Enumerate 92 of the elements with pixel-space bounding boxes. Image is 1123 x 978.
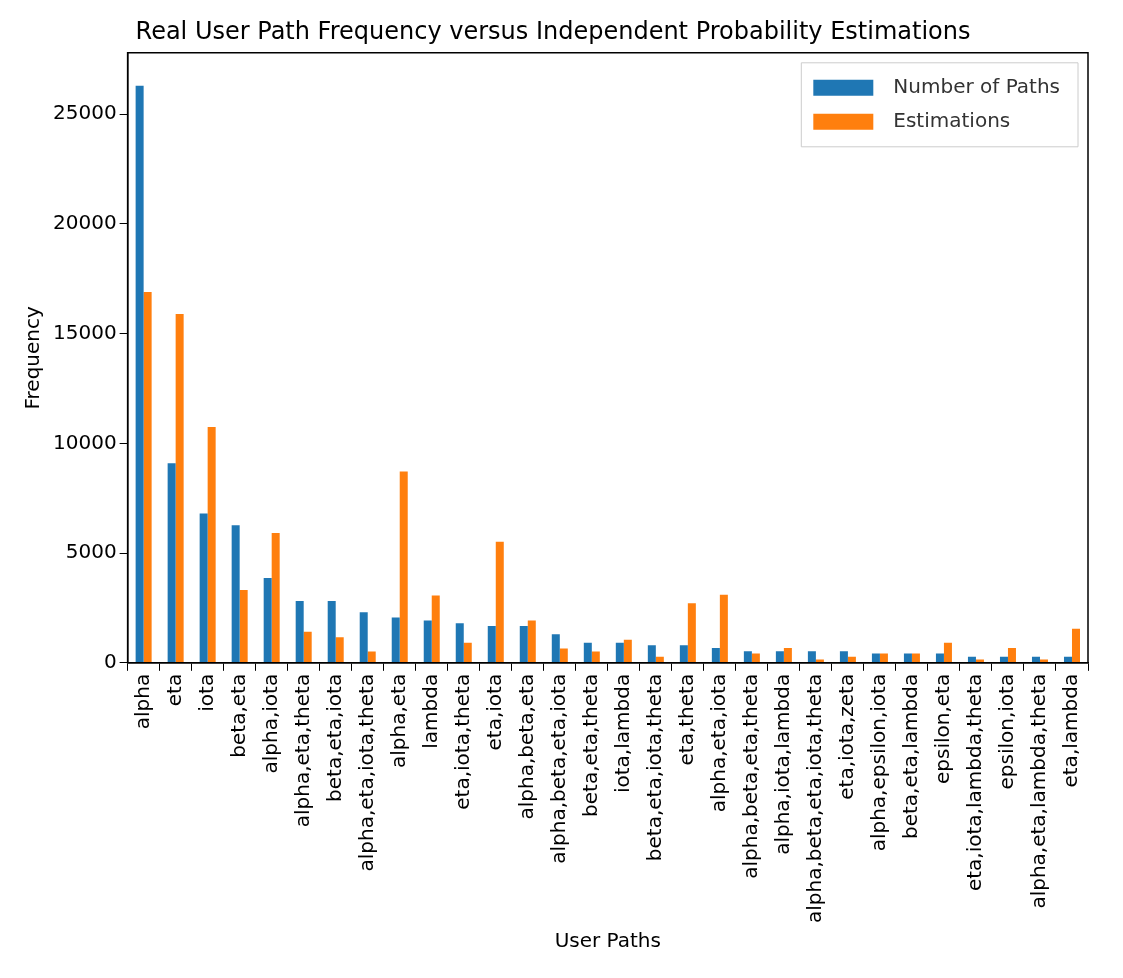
bar	[615, 642, 624, 663]
x-tick-label: alpha,beta,eta,iota,theta	[802, 673, 827, 924]
bar	[271, 532, 280, 663]
x-tick-label: eta,iota,theta	[449, 673, 474, 810]
bar	[207, 426, 216, 663]
bar	[367, 651, 376, 663]
bar	[1007, 648, 1016, 663]
x-tick-label: alpha,eta,theta	[289, 673, 314, 828]
y-tick-label: 5000	[65, 539, 117, 564]
bar	[943, 642, 952, 663]
bar	[687, 603, 696, 663]
x-tick-label: iota	[193, 673, 218, 712]
bar	[423, 620, 432, 663]
bar	[399, 471, 408, 663]
x-tick-label: beta,eta,lambda	[898, 673, 923, 839]
chart-title: Real User Path Frequency versus Independent Probability Estimations	[135, 16, 971, 45]
x-tick-label: epsilon,iota	[994, 673, 1019, 790]
bar	[175, 313, 184, 663]
bar	[679, 645, 688, 663]
bar	[783, 648, 792, 663]
x-tick-label: alpha,iota,lambda	[770, 673, 795, 855]
bar	[879, 653, 888, 663]
bar	[359, 612, 368, 663]
x-tick-label: lambda	[417, 673, 442, 749]
y-tick-label: 25000	[53, 100, 117, 125]
bar	[839, 651, 848, 663]
bar	[719, 594, 728, 663]
bar	[583, 642, 592, 663]
bar	[391, 617, 400, 663]
bar	[239, 589, 248, 663]
bar	[591, 651, 600, 663]
x-tick-label: alpha	[129, 673, 154, 730]
x-tick-label: alpha,beta,eta,iota	[546, 673, 570, 864]
x-tick-label: alpha,eta,lambda,theta	[1026, 673, 1051, 909]
y-axis-title: Frequency	[20, 305, 45, 410]
bar	[199, 513, 208, 663]
bar	[751, 653, 760, 663]
bar	[295, 600, 304, 663]
x-tick-label: alpha,eta,iota,theta	[353, 673, 378, 872]
y-tick-label: 20000	[53, 210, 117, 235]
y-tick-label: 15000	[53, 319, 117, 344]
bar	[463, 642, 472, 663]
bar	[775, 651, 784, 663]
x-axis-title: User Paths	[554, 928, 661, 953]
x-tick-label: alpha,beta,eta	[513, 673, 538, 820]
bar	[495, 541, 504, 663]
x-tick-label: eta,theta	[674, 673, 699, 766]
x-tick-label: eta	[161, 673, 186, 707]
bar	[647, 645, 656, 663]
x-tick-label: alpha,epsilon,iota	[866, 673, 891, 852]
bar	[231, 525, 240, 663]
legend-label: Number of Paths	[893, 74, 1061, 98]
bar	[871, 653, 880, 663]
bar	[327, 600, 336, 663]
bar	[135, 85, 144, 663]
x-tick-label: eta,lambda	[1058, 673, 1083, 788]
bar	[551, 634, 560, 663]
x-tick-label: beta,eta,theta	[578, 673, 603, 817]
bar	[711, 648, 720, 663]
bar	[519, 625, 528, 663]
bar	[143, 291, 152, 663]
bar	[167, 463, 176, 663]
bar	[903, 653, 912, 663]
bar	[431, 595, 440, 663]
y-tick-label: 0	[103, 649, 117, 674]
bar	[1071, 628, 1080, 663]
bar	[303, 631, 312, 663]
bar	[335, 637, 344, 663]
x-tick-label: alpha,beta,eta,theta	[738, 673, 763, 879]
bar	[807, 651, 816, 663]
legend-label: Estimations	[893, 108, 1011, 132]
bar	[487, 625, 496, 663]
bar	[455, 623, 464, 663]
x-tick-label: eta,iota,zeta	[834, 673, 859, 800]
x-tick-label: eta,iota	[481, 673, 506, 751]
bar	[527, 620, 536, 663]
bar	[743, 651, 752, 663]
bar	[263, 578, 272, 663]
x-tick-label: beta,eta,iota,theta	[642, 673, 667, 862]
bar	[911, 653, 920, 663]
x-tick-label: eta,iota,lambda,theta	[962, 673, 987, 892]
x-tick-label: iota,lambda	[610, 673, 635, 794]
x-tick-label: alpha,eta,iota	[706, 673, 731, 813]
x-tick-label: beta,eta,iota	[321, 673, 346, 802]
bar	[559, 648, 568, 663]
bar	[623, 639, 632, 663]
x-tick-label: epsilon,eta	[930, 673, 955, 785]
bar	[935, 653, 944, 663]
x-tick-label: beta,eta	[225, 673, 250, 758]
x-tick-label: alpha,eta	[385, 673, 410, 769]
x-tick-label: alpha,iota	[257, 673, 282, 774]
y-tick-label: 10000	[53, 429, 117, 454]
